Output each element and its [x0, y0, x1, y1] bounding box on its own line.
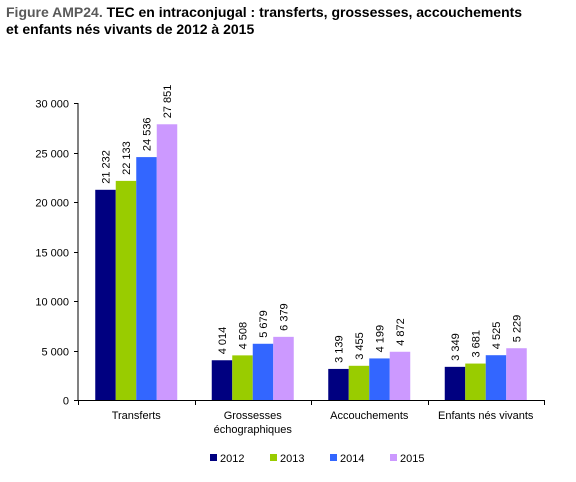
bar: [348, 365, 370, 400]
bar: [273, 336, 294, 400]
legend-label: 2015: [400, 453, 424, 465]
data-label: 27 851: [162, 85, 174, 119]
category-label: Grossesses: [224, 410, 283, 422]
bar: [369, 358, 390, 400]
data-label: 6 379: [279, 303, 291, 331]
y-tick-label: 25 000: [35, 149, 69, 161]
data-label: 24 536: [142, 117, 154, 151]
legend-swatch: [270, 454, 277, 461]
legend-swatch: [390, 454, 397, 461]
data-label: 4 014: [217, 327, 229, 355]
bar: [389, 351, 411, 400]
legend-label: 2012: [220, 453, 244, 465]
legend-label: 2014: [340, 453, 364, 465]
bar: [328, 368, 349, 400]
data-label: 21 232: [101, 150, 113, 184]
bar: [211, 360, 233, 400]
bar: [465, 363, 486, 400]
bar: [444, 366, 466, 400]
bar: [252, 343, 274, 400]
data-label: 3 681: [471, 330, 483, 358]
bar: [232, 355, 253, 400]
category-label: échographiques: [214, 424, 293, 436]
data-label: 22 133: [121, 141, 133, 175]
legend-label: 2013: [280, 453, 304, 465]
y-tick-label: 0: [63, 396, 69, 408]
data-label: 3 139: [334, 335, 346, 363]
bar: [485, 355, 507, 400]
y-tick-label: 15 000: [35, 248, 69, 260]
data-label: 3 455: [354, 332, 366, 360]
category-label: Enfants nés vivants: [438, 410, 534, 422]
data-label: 4 525: [491, 322, 503, 350]
legend-swatch: [330, 454, 337, 461]
y-tick-label: 5 000: [41, 347, 69, 359]
y-tick-label: 10 000: [35, 297, 69, 309]
data-label: 4 508: [238, 322, 250, 350]
bar: [156, 124, 178, 401]
bar: [115, 180, 137, 400]
legend-swatch: [210, 454, 217, 461]
bar: [95, 189, 116, 400]
category-label: Transferts: [112, 410, 162, 422]
figure-number: Figure AMP24.: [6, 4, 103, 20]
figure-title: Figure AMP24. TEC en intraconjugal : tra…: [6, 4, 566, 38]
figure-title-line1: TEC en intraconjugal : transferts, gross…: [106, 4, 523, 20]
data-label: 5 229: [512, 315, 524, 343]
y-tick-label: 30 000: [35, 99, 69, 111]
data-label: 4 199: [375, 325, 387, 353]
category-label: Accouchements: [330, 410, 409, 422]
bar: [136, 157, 157, 400]
bar: [506, 348, 527, 400]
data-label: 4 872: [395, 318, 407, 346]
data-label: 5 679: [258, 310, 270, 338]
y-tick-label: 20 000: [35, 198, 69, 210]
data-label: 3 349: [450, 333, 462, 361]
figure-title-line2: et enfants nés vivants de 2012 à 2015: [6, 21, 255, 37]
